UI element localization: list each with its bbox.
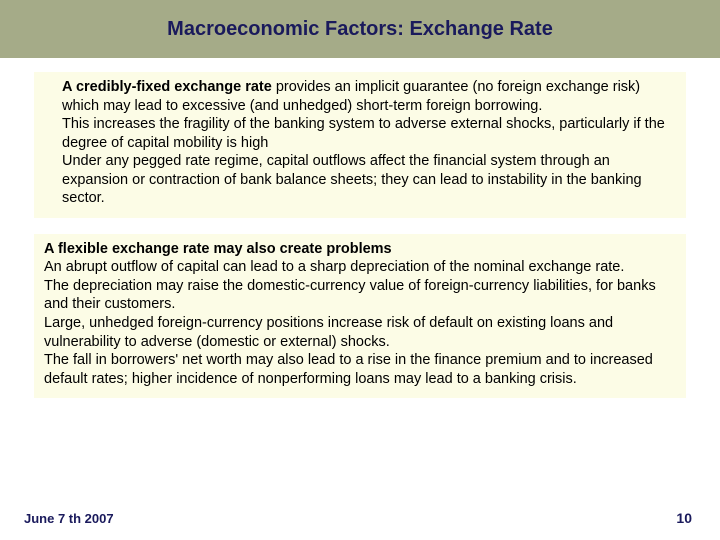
block-flexible-rate: A flexible exchange rate may also create… bbox=[34, 234, 686, 398]
slide-title: Macroeconomic Factors: Exchange Rate bbox=[167, 18, 553, 41]
title-bar: Macroeconomic Factors: Exchange Rate bbox=[0, 0, 720, 58]
footer: June 7 th 2007 10 bbox=[0, 510, 720, 526]
block2-p4: The fall in borrowers' net worth may als… bbox=[44, 351, 676, 388]
block1-p2: This increases the fragility of the bank… bbox=[62, 115, 672, 152]
block1-lead-bold: A credibly-fixed exchange rate bbox=[62, 79, 272, 95]
footer-page-number: 10 bbox=[676, 510, 692, 526]
block2-heading: A flexible exchange rate may also create… bbox=[44, 240, 676, 259]
block1-p3: Under any pegged rate regime, capital ou… bbox=[62, 152, 672, 208]
block1-paragraph: A credibly-fixed exchange rate provides … bbox=[62, 78, 672, 115]
content-area: A credibly-fixed exchange rate provides … bbox=[0, 58, 720, 398]
block2-p1: An abrupt outflow of capital can lead to… bbox=[44, 258, 676, 277]
block2-p2: The depreciation may raise the domestic-… bbox=[44, 277, 676, 314]
footer-date: June 7 th 2007 bbox=[24, 511, 114, 526]
block2-p3: Large, unhedged foreign-currency positio… bbox=[44, 314, 676, 351]
block-fixed-rate: A credibly-fixed exchange rate provides … bbox=[34, 72, 686, 218]
